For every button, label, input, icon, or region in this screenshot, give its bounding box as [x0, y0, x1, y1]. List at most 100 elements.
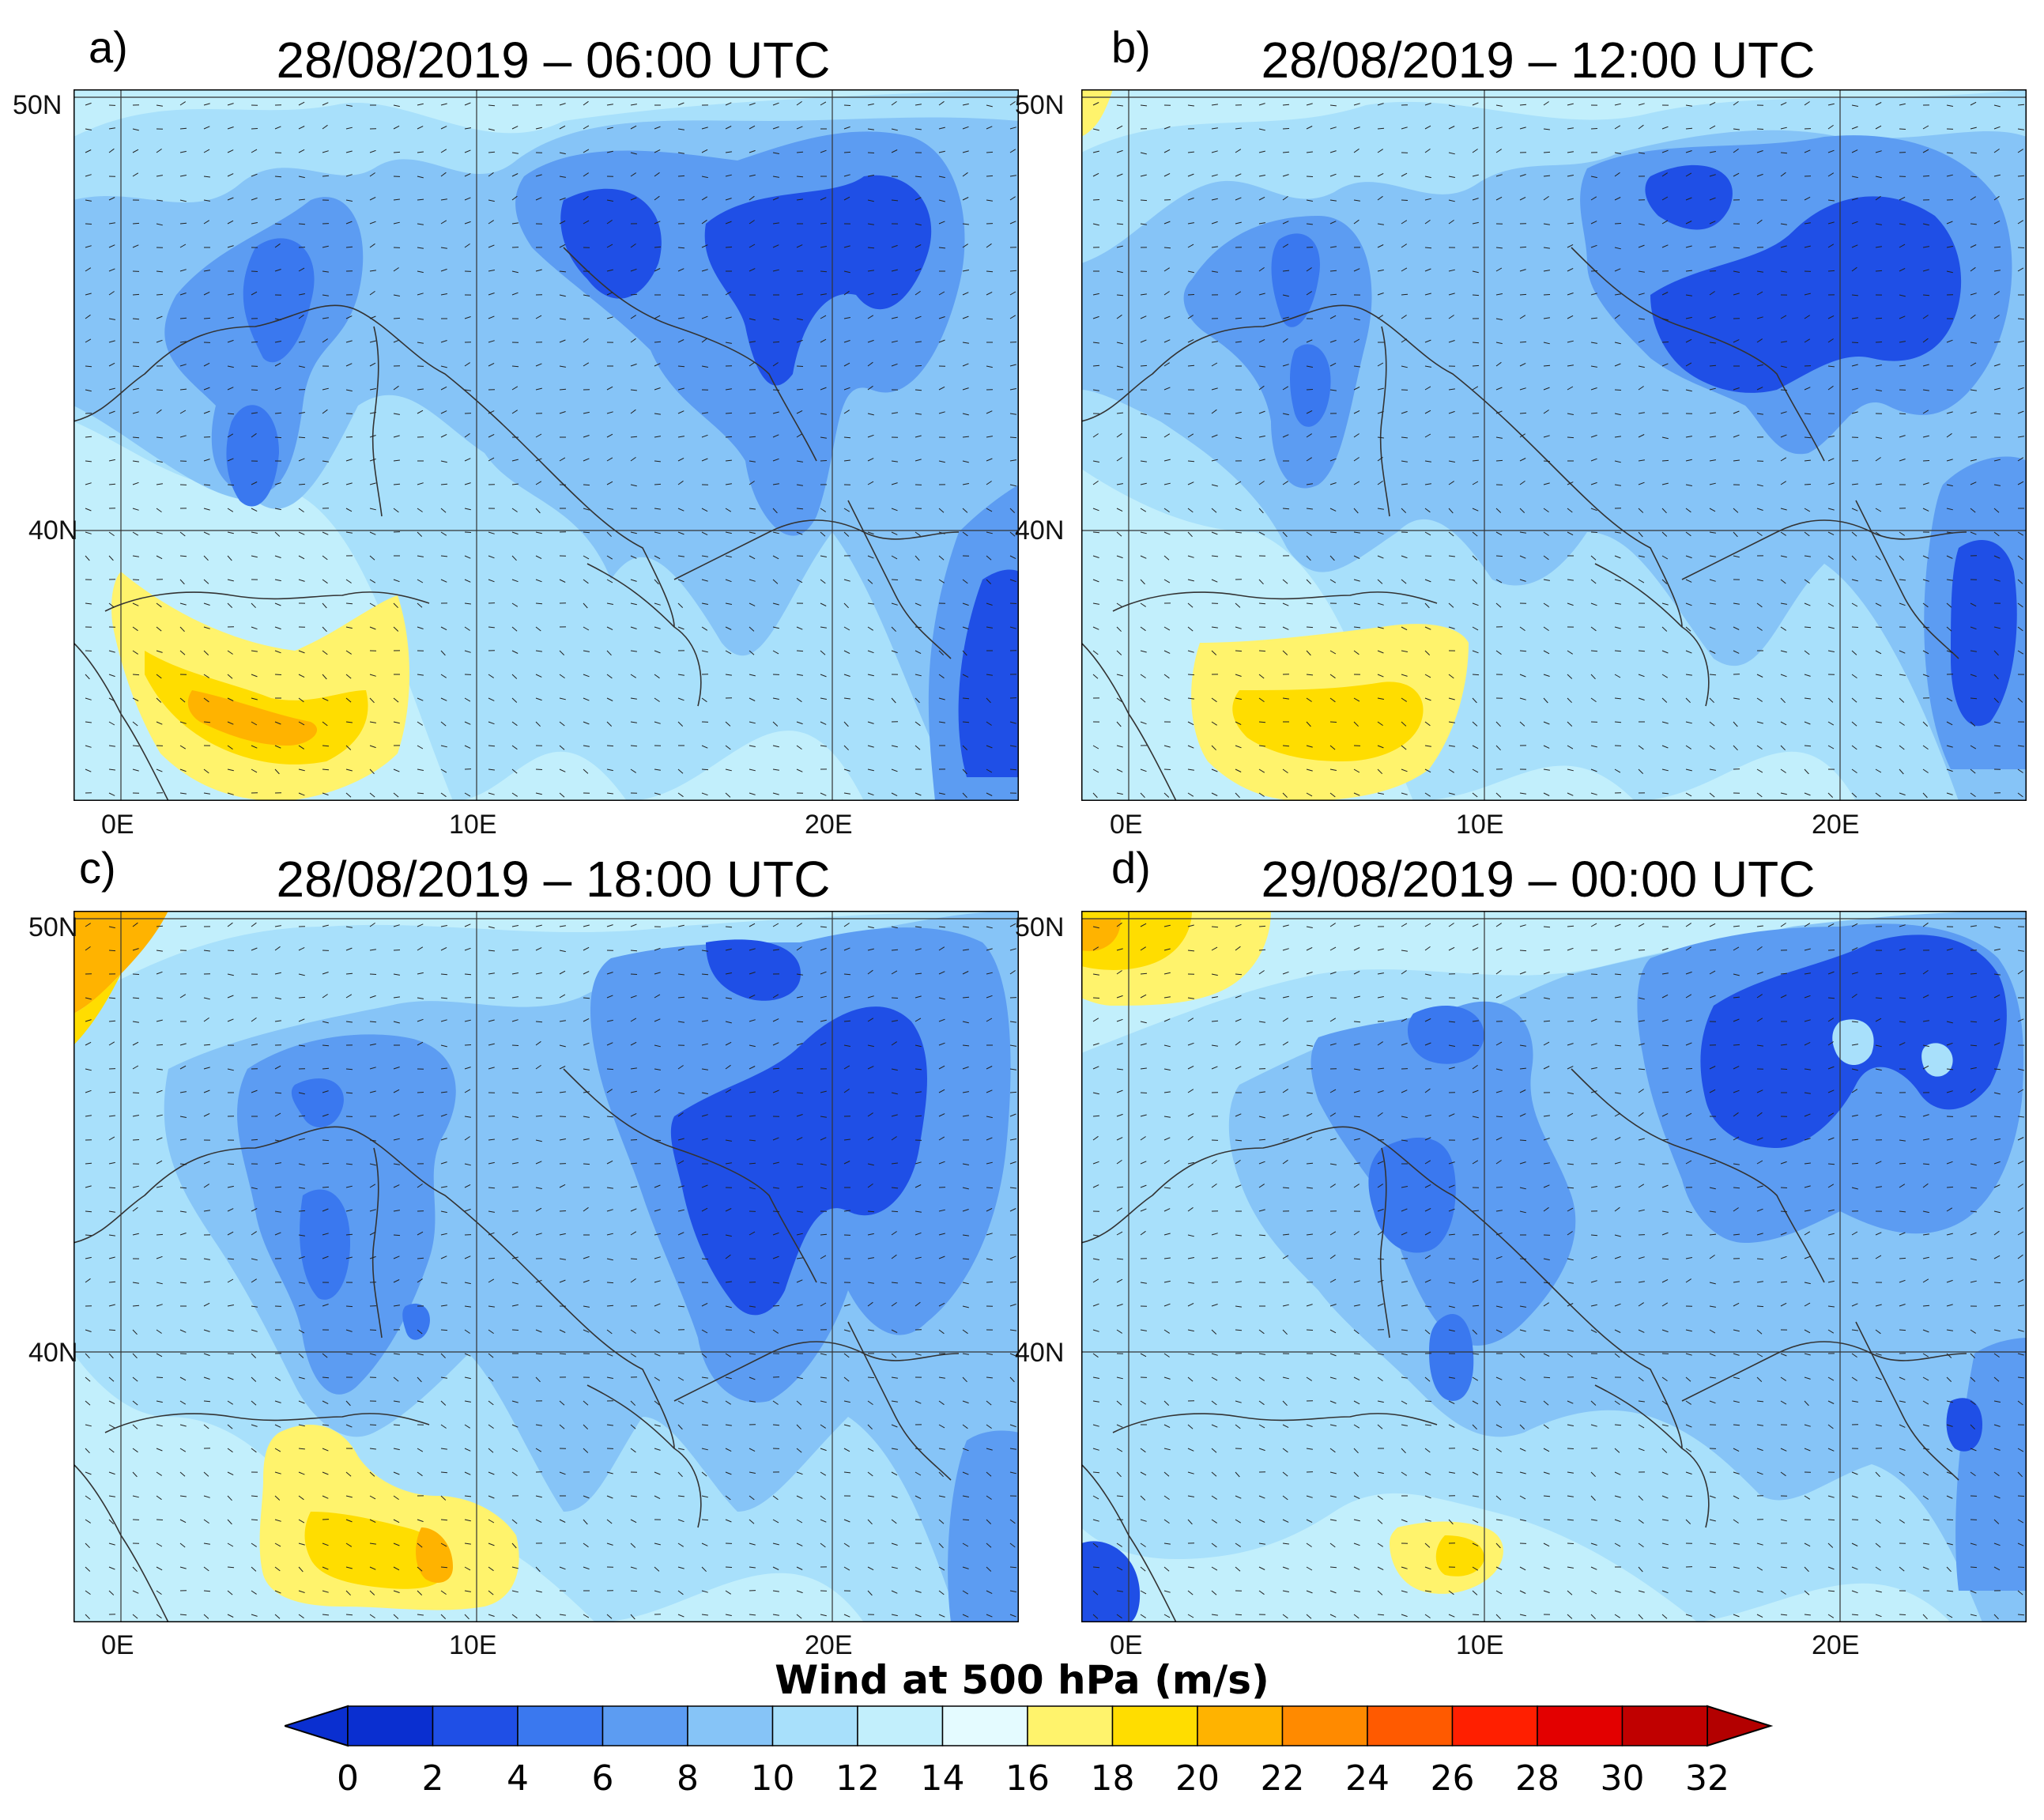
- wind-arrow: [1685, 1160, 1692, 1165]
- wind-arrow: [393, 1376, 399, 1382]
- wind-arrow: [1092, 555, 1099, 558]
- wind-arrow: [1448, 555, 1455, 557]
- wind-arrow: [1187, 1206, 1194, 1212]
- wind-arrow: [1140, 1542, 1146, 1547]
- wind-arrow: [369, 1139, 376, 1142]
- wind-arrow: [1377, 555, 1384, 559]
- wind-arrow: [725, 102, 732, 106]
- wind-arrow: [274, 997, 281, 999]
- wind-arrow: [843, 1400, 850, 1403]
- wind-arrow: [1282, 413, 1289, 416]
- wind-arrow: [1946, 104, 1953, 107]
- wind-arrow: [1543, 247, 1550, 249]
- wind-arrow: [369, 1471, 375, 1477]
- wind-arrow: [1875, 1614, 1882, 1618]
- wind-arrow: [1851, 555, 1857, 561]
- wind-arrow: [749, 972, 756, 975]
- wind-arrow: [1092, 460, 1099, 463]
- wind-arrow: [583, 1042, 590, 1046]
- wind-arrow: [251, 555, 258, 558]
- wind-arrow: [1661, 172, 1668, 177]
- wind-arrow: [322, 436, 329, 439]
- wind-arrow: [85, 338, 92, 343]
- wind-arrow: [1116, 948, 1123, 951]
- wind-arrow: [464, 1282, 471, 1285]
- wind-arrow: [1009, 1138, 1016, 1141]
- wind-arrow: [1187, 1329, 1194, 1332]
- wind-arrow: [1899, 1614, 1906, 1615]
- wind-arrow: [1970, 1448, 1977, 1452]
- wind-arrow: [1709, 626, 1716, 630]
- wind-arrow: [1377, 996, 1384, 999]
- wind-arrow: [203, 459, 210, 462]
- wind-arrow: [1211, 508, 1217, 513]
- wind-speed-contour: [948, 1430, 1019, 1622]
- wind-arrow: [2017, 1495, 2025, 1497]
- wind-arrow: [1780, 1448, 1787, 1452]
- wind-arrow: [1140, 1448, 1146, 1453]
- wind-arrow: [583, 997, 590, 999]
- wind-arrow: [1377, 1519, 1383, 1524]
- wind-arrow: [820, 1255, 827, 1259]
- colorbar-swatch: [432, 1705, 519, 1746]
- wind-arrow: [606, 1258, 613, 1261]
- wind-arrow: [1638, 531, 1643, 538]
- wind-arrow: [203, 103, 210, 106]
- wind-arrow: [1116, 1018, 1123, 1022]
- wind-arrow: [393, 1089, 400, 1093]
- wind-arrow: [1970, 1329, 1976, 1334]
- wind-arrow: [1187, 1161, 1194, 1165]
- wind-arrow: [1187, 197, 1194, 201]
- wind-arrow: [915, 626, 922, 629]
- wind-arrow: [1993, 1376, 2000, 1382]
- wind-arrow: [1543, 1353, 1550, 1357]
- wind-arrow: [1661, 363, 1669, 367]
- wind-arrow: [488, 293, 495, 296]
- wind-arrow: [1282, 1138, 1289, 1141]
- wind-arrow: [772, 745, 779, 748]
- wind-arrow: [1306, 1233, 1313, 1236]
- wind-arrow: [1163, 745, 1171, 748]
- wind-arrow: [1661, 1278, 1669, 1283]
- wind-arrow: [583, 768, 589, 774]
- wind-arrow: [1353, 947, 1360, 951]
- wind-arrow: [1851, 1138, 1859, 1141]
- wind-arrow: [796, 1614, 802, 1619]
- wind-arrow: [1946, 1542, 1953, 1546]
- wind-arrow: [1899, 267, 1906, 272]
- wind-arrow: [677, 1542, 684, 1547]
- wind-arrow: [1851, 1021, 1858, 1023]
- wind-arrow: [322, 409, 328, 414]
- wind-arrow: [1804, 413, 1812, 415]
- wind-arrow: [1235, 197, 1242, 201]
- wind-arrow: [1638, 434, 1645, 438]
- wind-arrow: [1851, 1162, 1859, 1165]
- wind-arrow: [1993, 195, 2000, 201]
- wind-arrow: [274, 1590, 281, 1594]
- wind-arrow: [1685, 389, 1692, 392]
- wind-arrow: [488, 579, 495, 583]
- wind-arrow: [274, 341, 281, 343]
- wind-arrow: [1661, 244, 1669, 248]
- wind-arrow: [440, 340, 447, 343]
- wind-arrow: [1899, 768, 1904, 775]
- wind-arrow: [464, 626, 470, 631]
- wind-arrow: [1780, 1566, 1787, 1569]
- wind-arrow: [654, 1209, 661, 1212]
- wind-arrow: [1329, 270, 1337, 272]
- wind-arrow: [535, 1021, 543, 1023]
- wind-arrow: [938, 1042, 945, 1046]
- wind-arrow: [1353, 697, 1360, 702]
- wind-arrow: [962, 579, 968, 584]
- wind-arrow: [1258, 459, 1265, 462]
- wind-arrow: [1472, 508, 1479, 512]
- wind-arrow: [393, 435, 400, 438]
- wind-arrow: [1804, 1231, 1811, 1236]
- wind-arrow: [583, 172, 589, 177]
- wind-arrow: [227, 1376, 234, 1380]
- wind-arrow: [1519, 174, 1526, 177]
- wind-arrow: [1187, 745, 1194, 749]
- wind-arrow: [796, 1590, 803, 1594]
- wind-arrow: [322, 1233, 329, 1236]
- wind-arrow: [440, 1186, 447, 1188]
